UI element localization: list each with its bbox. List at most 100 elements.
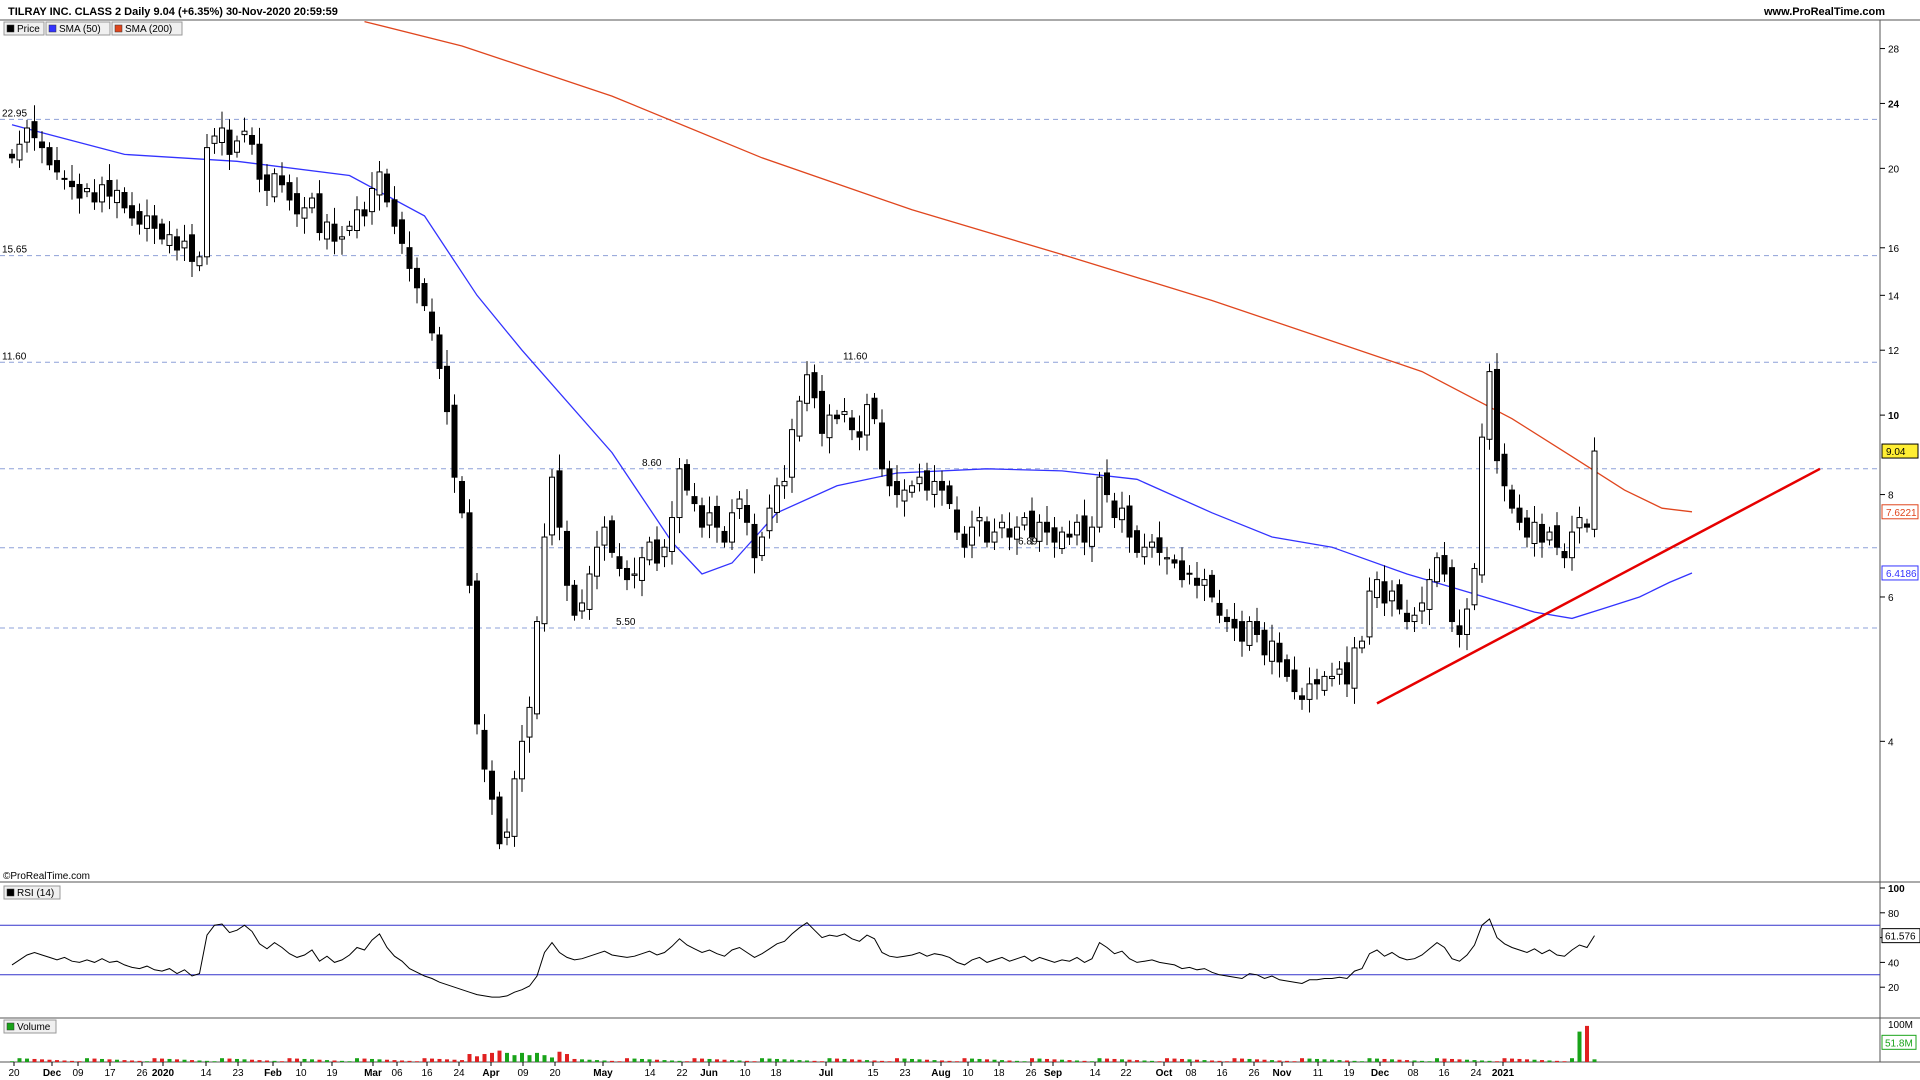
volume-bar	[1165, 1058, 1169, 1062]
volume-bar	[767, 1058, 772, 1062]
candle-body	[99, 184, 105, 203]
volume-bar	[40, 1059, 44, 1062]
volume-bar	[685, 1061, 689, 1062]
volume-last-label: 51.8M	[1885, 1038, 1913, 1049]
candle-body	[1089, 526, 1095, 547]
volume-bar	[220, 1058, 224, 1062]
volume-bar	[797, 1060, 802, 1062]
volume-bar	[625, 1058, 629, 1062]
volume-bar	[115, 1059, 119, 1062]
candle-body	[376, 171, 383, 196]
volume-bar	[820, 1061, 824, 1062]
candle-body	[181, 240, 188, 249]
volume-bar	[227, 1058, 232, 1062]
volume-bar	[565, 1054, 569, 1062]
volume-bar	[707, 1058, 712, 1062]
volume-bar	[1532, 1059, 1537, 1062]
volume-bar	[1457, 1059, 1462, 1062]
volume-bar	[670, 1060, 674, 1062]
candle-body	[1336, 668, 1343, 675]
candle-body	[541, 536, 548, 625]
volume-bar	[632, 1058, 637, 1062]
volume-bar	[437, 1058, 442, 1062]
candle-body	[699, 505, 705, 528]
candle-body	[954, 509, 960, 533]
candle-body	[684, 464, 690, 491]
candle-body	[481, 729, 488, 770]
volume-bar	[310, 1059, 314, 1062]
volume-bar	[1450, 1058, 1454, 1062]
x-tick-label: Apr	[482, 1068, 499, 1079]
candle-body	[1539, 523, 1545, 543]
volume-bar	[355, 1058, 359, 1062]
candle-body	[916, 476, 923, 485]
volume-bar	[610, 1060, 614, 1062]
x-tick-label: Dec	[43, 1068, 62, 1079]
volume-bar	[152, 1058, 157, 1062]
candle-body	[91, 192, 98, 203]
candle-body	[1381, 581, 1388, 604]
candle-body	[1186, 572, 1193, 575]
volume-bar	[1202, 1060, 1207, 1062]
volume-bar	[595, 1060, 599, 1062]
volume-bar	[1322, 1059, 1327, 1062]
volume-bar	[752, 1061, 757, 1062]
candle-body	[54, 160, 60, 173]
volume-bar	[655, 1059, 659, 1062]
volume-bar	[910, 1058, 914, 1062]
volume-bar	[250, 1059, 254, 1062]
candle-body	[639, 557, 645, 581]
candle-body	[789, 429, 795, 478]
volume-bar	[1442, 1058, 1447, 1062]
volume-bar	[317, 1059, 322, 1062]
x-tick-label: 20	[8, 1068, 20, 1079]
level-label: 6.89	[1018, 537, 1038, 548]
volume-bar	[340, 1060, 344, 1062]
candle-body	[1276, 642, 1283, 663]
candle-body	[1524, 517, 1530, 538]
candle-body	[1074, 521, 1080, 536]
x-tick-label: Mar	[364, 1068, 382, 1079]
candle-body	[279, 175, 285, 186]
candle-body	[1321, 675, 1328, 691]
volume-bar	[955, 1061, 959, 1062]
volume-bar	[1330, 1059, 1334, 1062]
volume-bar	[572, 1058, 577, 1062]
candle-body	[579, 602, 585, 612]
candle-body	[151, 215, 158, 229]
candle-body	[1306, 683, 1313, 700]
candle-body	[1486, 371, 1493, 440]
volume-bar	[542, 1055, 547, 1062]
volume-bar	[1292, 1061, 1297, 1062]
candle-body	[69, 180, 75, 188]
x-tick-label: 26	[136, 1068, 148, 1079]
volume-bar	[1007, 1060, 1012, 1062]
candle-body	[354, 209, 360, 232]
candle-body	[609, 520, 615, 553]
candle-body	[1479, 436, 1485, 576]
volume-bar	[1472, 1060, 1477, 1062]
volume-bar	[422, 1058, 427, 1062]
volume-y-tick-label: 100M	[1888, 1020, 1913, 1031]
candle-body	[549, 476, 555, 536]
volume-bar	[1540, 1060, 1544, 1062]
candle-body	[39, 141, 45, 149]
x-tick-label: 18	[993, 1068, 1005, 1079]
volume-bar	[160, 1058, 164, 1062]
volume-bar	[377, 1059, 382, 1062]
volume-bar	[1360, 1061, 1364, 1062]
volume-bar	[77, 1061, 82, 1062]
site-link[interactable]: www.ProRealTime.com	[1763, 6, 1885, 18]
rsi-last-tag	[1881, 928, 1920, 944]
candle-body	[1591, 450, 1598, 530]
legend-rsi-box	[3, 885, 61, 900]
y-tick-label: 24	[1888, 99, 1900, 110]
candle-body	[301, 207, 308, 219]
candle-body	[166, 234, 173, 246]
y-tick-label: 20	[1888, 164, 1900, 175]
volume-bar	[1270, 1060, 1274, 1062]
candle-body	[211, 135, 218, 144]
volume-bar	[1525, 1059, 1529, 1062]
candle-body	[1464, 608, 1470, 635]
candle-body	[1344, 662, 1350, 685]
